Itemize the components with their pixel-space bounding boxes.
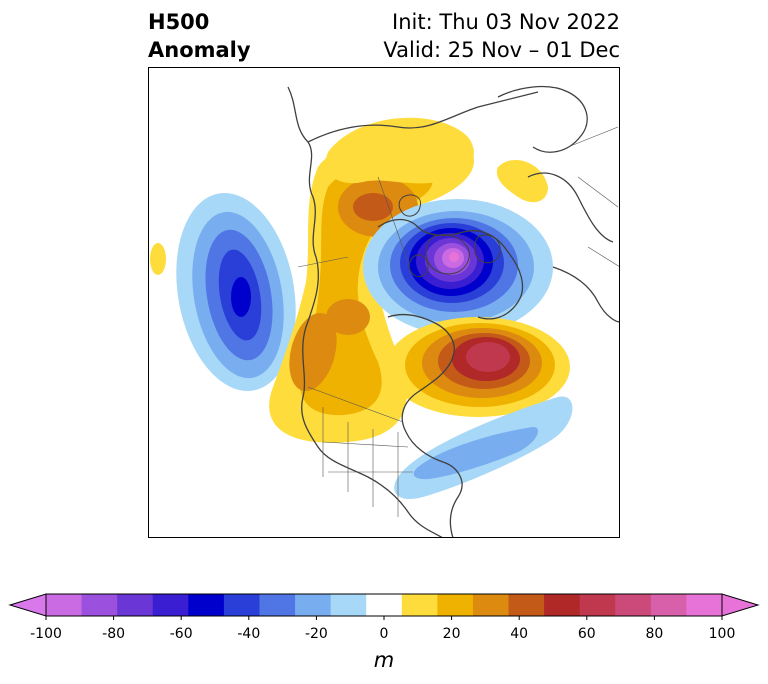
colorbar-segment xyxy=(81,594,118,616)
colorbar-max-extension xyxy=(721,593,760,617)
colorbar-tick-label: 20 xyxy=(442,626,461,642)
colorbar-segment xyxy=(686,594,723,616)
colorbar-tick-label: 60 xyxy=(577,626,596,642)
colorbar-min-extension xyxy=(8,593,47,617)
colorbar-tick-label: -60 xyxy=(169,626,193,642)
colorbar-segment xyxy=(650,594,687,616)
ridge-north xyxy=(325,117,548,203)
date-block: Init: Thu 03 Nov 2022 Valid: 25 Nov – 01… xyxy=(383,8,620,64)
title-block: H500 Anomaly xyxy=(148,8,251,64)
colorbar-unit: m xyxy=(373,648,395,672)
colorbar-segment xyxy=(330,594,367,616)
arctic-islands xyxy=(398,194,501,278)
colorbar-tick-label: 40 xyxy=(510,626,529,642)
colorbar-segment xyxy=(259,594,296,616)
borders xyxy=(297,126,620,517)
colorbar xyxy=(8,593,760,620)
anomaly-map xyxy=(148,67,620,538)
colorbar-segment xyxy=(223,594,260,616)
colorbar-tick-label: -100 xyxy=(30,626,62,642)
colorbar-segment xyxy=(117,594,154,616)
colorbar-tick-label: 0 xyxy=(379,626,389,642)
title-line1: H500 xyxy=(148,10,210,34)
coastlines xyxy=(287,85,620,538)
blank-strip xyxy=(148,282,154,322)
colorbar-segment xyxy=(401,594,438,616)
colorbar-segment xyxy=(437,594,474,616)
colorbar-segment xyxy=(615,594,652,616)
trough-arctic xyxy=(363,199,553,335)
trough-west xyxy=(176,193,296,391)
colorbar-tick-label: -80 xyxy=(102,626,126,642)
colorbar-segment xyxy=(46,594,83,616)
valid-date: Valid: 25 Nov – 01 Dec xyxy=(383,38,620,62)
ridge-east xyxy=(386,317,570,417)
colorbar-tick-label: 100 xyxy=(708,626,736,642)
colorbar-segment xyxy=(508,594,545,616)
colorbar-tick-label: 80 xyxy=(645,626,664,642)
colorbar-segment xyxy=(544,594,581,616)
title-line2: Anomaly xyxy=(148,38,251,62)
trough-east xyxy=(394,396,573,500)
colorbar-segment xyxy=(152,594,189,616)
init-date: Init: Thu 03 Nov 2022 xyxy=(392,10,620,34)
colorbar-segment xyxy=(579,594,616,616)
colorbar-segment xyxy=(295,594,332,616)
ridge-far-west xyxy=(150,243,166,275)
colorbar-segment xyxy=(188,594,225,616)
colorbar-segment xyxy=(366,594,403,616)
colorbar-tick-label: -40 xyxy=(237,626,261,642)
colorbar-tick-label: -20 xyxy=(304,626,328,642)
colorbar-segment xyxy=(472,594,510,616)
